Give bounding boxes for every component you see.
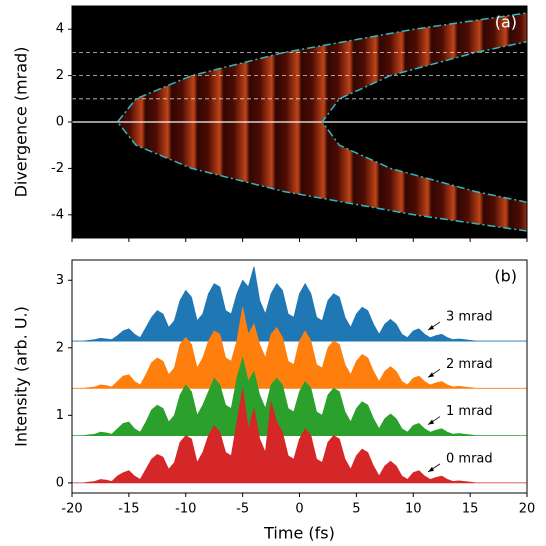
y-tick-label: -2 [51,161,64,176]
panel-label: (b) [494,267,517,286]
x-tick-label: -10 [175,502,196,517]
y-axis-title: Intensity (arb. U.) [12,306,31,447]
arrow-head [428,419,434,425]
arrow-head [428,325,434,331]
y-tick-label: 4 [56,22,64,37]
y-tick-label: 3 [56,273,64,288]
panel-label: (a) [495,13,517,32]
x-tick-label: 20 [519,502,536,517]
x-tick-label: -5 [236,502,249,517]
series-label: 1 mrad [446,404,493,419]
arrow-head [428,372,434,378]
series-label: 0 mrad [446,451,493,466]
x-tick-label: 0 [295,502,303,517]
series-label: 2 mrad [446,357,493,372]
arrow-head [428,466,434,472]
y-tick-label: 1 [56,408,64,423]
intensity-trace [72,307,527,389]
x-tick-label: -20 [61,502,82,517]
x-tick-label: 5 [352,502,360,517]
x-tick-label: 10 [405,502,422,517]
y-tick-label: 0 [56,475,64,490]
y-tick-label: 0 [56,115,64,130]
y-axis-title: Divergence (mrad) [12,47,31,198]
x-tick-label: 15 [462,502,479,517]
plot-area [72,266,527,484]
y-tick-label: -4 [51,207,64,222]
x-tick-label: -15 [118,502,139,517]
plot-area [72,12,527,232]
series-label: 3 mrad [446,310,493,325]
intensity-trace [72,388,527,484]
x-axis-title: Time (fs) [263,524,335,543]
y-tick-label: 2 [56,340,64,355]
boundary-curve [116,12,527,232]
intensity-trace [72,356,527,436]
intensity-trace [72,266,527,342]
y-tick-label: 2 [56,68,64,83]
boundary-curve [321,40,527,204]
